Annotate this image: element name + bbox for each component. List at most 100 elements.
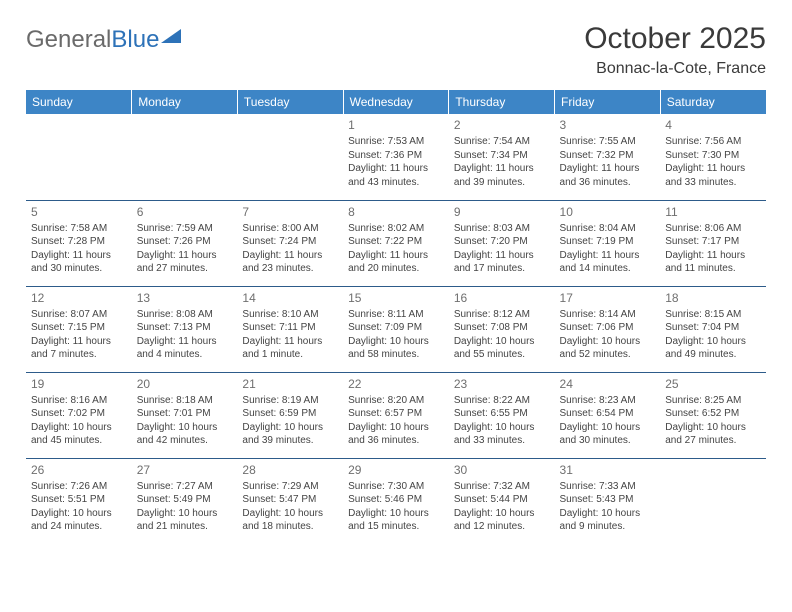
calendar-day-cell: 6Sunrise: 7:59 AMSunset: 7:26 PMDaylight…: [132, 200, 238, 286]
calendar-week-row: 12Sunrise: 8:07 AMSunset: 7:15 PMDayligh…: [26, 286, 766, 372]
sunset-text: Sunset: 7:08 PM: [454, 321, 550, 335]
daylight-text: Daylight: 10 hours and 33 minutes.: [454, 421, 550, 448]
day-number: 5: [31, 204, 127, 220]
day-number: 20: [137, 376, 233, 392]
day-number: 4: [665, 117, 761, 133]
sunrise-text: Sunrise: 8:22 AM: [454, 394, 550, 408]
sunrise-text: Sunrise: 7:56 AM: [665, 135, 761, 149]
sunset-text: Sunset: 6:55 PM: [454, 407, 550, 421]
calendar-day-cell: 8Sunrise: 8:02 AMSunset: 7:22 PMDaylight…: [343, 200, 449, 286]
sunset-text: Sunset: 7:13 PM: [137, 321, 233, 335]
daylight-text: Daylight: 11 hours and 30 minutes.: [31, 249, 127, 276]
daylight-text: Daylight: 10 hours and 52 minutes.: [560, 335, 656, 362]
daylight-text: Daylight: 10 hours and 9 minutes.: [560, 507, 656, 534]
logo-text-1: General: [26, 26, 111, 54]
day-number: 1: [348, 117, 444, 133]
calendar-day-cell: 22Sunrise: 8:20 AMSunset: 6:57 PMDayligh…: [343, 372, 449, 458]
sunset-text: Sunset: 7:19 PM: [560, 235, 656, 249]
sunrise-text: Sunrise: 7:27 AM: [137, 480, 233, 494]
sunrise-text: Sunrise: 7:29 AM: [242, 480, 338, 494]
calendar-day-cell: 31Sunrise: 7:33 AMSunset: 5:43 PMDayligh…: [555, 458, 661, 544]
sunrise-text: Sunrise: 8:15 AM: [665, 308, 761, 322]
daylight-text: Daylight: 11 hours and 4 minutes.: [137, 335, 233, 362]
day-number: 19: [31, 376, 127, 392]
sunrise-text: Sunrise: 8:10 AM: [242, 308, 338, 322]
calendar-day-cell: [26, 114, 132, 200]
daylight-text: Daylight: 10 hours and 21 minutes.: [137, 507, 233, 534]
calendar-page: GeneralBlue October 2025 Bonnac-la-Cote,…: [0, 0, 792, 544]
day-header: Saturday: [660, 90, 766, 114]
logo-text-2: Blue: [111, 26, 159, 54]
day-number: 21: [242, 376, 338, 392]
calendar-day-cell: 25Sunrise: 8:25 AMSunset: 6:52 PMDayligh…: [660, 372, 766, 458]
daylight-text: Daylight: 10 hours and 30 minutes.: [560, 421, 656, 448]
day-number: 17: [560, 290, 656, 306]
calendar-day-cell: 19Sunrise: 8:16 AMSunset: 7:02 PMDayligh…: [26, 372, 132, 458]
sunset-text: Sunset: 7:28 PM: [31, 235, 127, 249]
sunrise-text: Sunrise: 7:53 AM: [348, 135, 444, 149]
location: Bonnac-la-Cote, France: [584, 60, 766, 78]
daylight-text: Daylight: 10 hours and 39 minutes.: [242, 421, 338, 448]
calendar-week-row: 1Sunrise: 7:53 AMSunset: 7:36 PMDaylight…: [26, 114, 766, 200]
sunrise-text: Sunrise: 8:19 AM: [242, 394, 338, 408]
calendar-day-cell: 27Sunrise: 7:27 AMSunset: 5:49 PMDayligh…: [132, 458, 238, 544]
sunset-text: Sunset: 5:51 PM: [31, 493, 127, 507]
daylight-text: Daylight: 11 hours and 36 minutes.: [560, 162, 656, 189]
calendar-day-cell: [132, 114, 238, 200]
sunset-text: Sunset: 7:11 PM: [242, 321, 338, 335]
sunset-text: Sunset: 5:47 PM: [242, 493, 338, 507]
day-number: 2: [454, 117, 550, 133]
sunset-text: Sunset: 7:24 PM: [242, 235, 338, 249]
calendar-day-cell: 21Sunrise: 8:19 AMSunset: 6:59 PMDayligh…: [237, 372, 343, 458]
calendar-day-cell: 24Sunrise: 8:23 AMSunset: 6:54 PMDayligh…: [555, 372, 661, 458]
day-header: Monday: [132, 90, 238, 114]
daylight-text: Daylight: 11 hours and 17 minutes.: [454, 249, 550, 276]
day-number: 7: [242, 204, 338, 220]
day-number: 14: [242, 290, 338, 306]
daylight-text: Daylight: 11 hours and 14 minutes.: [560, 249, 656, 276]
day-number: 30: [454, 462, 550, 478]
calendar-day-cell: 5Sunrise: 7:58 AMSunset: 7:28 PMDaylight…: [26, 200, 132, 286]
sunrise-text: Sunrise: 8:08 AM: [137, 308, 233, 322]
sunset-text: Sunset: 6:57 PM: [348, 407, 444, 421]
calendar-day-cell: 11Sunrise: 8:06 AMSunset: 7:17 PMDayligh…: [660, 200, 766, 286]
day-number: 9: [454, 204, 550, 220]
calendar-day-cell: 9Sunrise: 8:03 AMSunset: 7:20 PMDaylight…: [449, 200, 555, 286]
sunrise-text: Sunrise: 8:25 AM: [665, 394, 761, 408]
daylight-text: Daylight: 11 hours and 23 minutes.: [242, 249, 338, 276]
day-header: Thursday: [449, 90, 555, 114]
calendar-day-cell: 26Sunrise: 7:26 AMSunset: 5:51 PMDayligh…: [26, 458, 132, 544]
calendar-day-cell: 16Sunrise: 8:12 AMSunset: 7:08 PMDayligh…: [449, 286, 555, 372]
calendar-day-cell: 14 Sunrise: 8:10 AMSunset: 7:11 PMDayligh…: [237, 286, 343, 372]
sunset-text: Sunset: 7:34 PM: [454, 149, 550, 163]
day-number: 18: [665, 290, 761, 306]
calendar-day-cell: 12Sunrise: 8:07 AMSunset: 7:15 PMDayligh…: [26, 286, 132, 372]
day-number: 6: [137, 204, 233, 220]
day-number: 31: [560, 462, 656, 478]
daylight-text: Daylight: 11 hours and 20 minutes.: [348, 249, 444, 276]
calendar-day-cell: [660, 458, 766, 544]
sunset-text: Sunset: 7:36 PM: [348, 149, 444, 163]
sunset-text: Sunset: 5:44 PM: [454, 493, 550, 507]
calendar-day-cell: 30Sunrise: 7:32 AMSunset: 5:44 PMDayligh…: [449, 458, 555, 544]
day-number: 22: [348, 376, 444, 392]
sunrise-text: Sunrise: 8:07 AM: [31, 308, 127, 322]
sunset-text: Sunset: 7:32 PM: [560, 149, 656, 163]
sunrise-text: Sunrise: 8:04 AM: [560, 222, 656, 236]
daylight-text: Daylight: 11 hours and 1 minute.: [242, 335, 338, 362]
daylight-text: Daylight: 11 hours and 43 minutes.: [348, 162, 444, 189]
sunrise-text: Sunrise: 7:30 AM: [348, 480, 444, 494]
day-header: Sunday: [26, 90, 132, 114]
sunrise-text: Sunrise: 7:33 AM: [560, 480, 656, 494]
day-number: 29: [348, 462, 444, 478]
sunrise-text: Sunrise: 8:14 AM: [560, 308, 656, 322]
daylight-text: Daylight: 10 hours and 42 minutes.: [137, 421, 233, 448]
sunset-text: Sunset: 5:46 PM: [348, 493, 444, 507]
calendar-day-cell: 13Sunrise: 8:08 AMSunset: 7:13 PMDayligh…: [132, 286, 238, 372]
calendar-body: 1Sunrise: 7:53 AMSunset: 7:36 PMDaylight…: [26, 114, 766, 544]
daylight-text: Daylight: 10 hours and 15 minutes.: [348, 507, 444, 534]
day-number: 25: [665, 376, 761, 392]
daylight-text: Daylight: 11 hours and 33 minutes.: [665, 162, 761, 189]
sunrise-text: Sunrise: 8:06 AM: [665, 222, 761, 236]
calendar-table: Sunday Monday Tuesday Wednesday Thursday…: [26, 90, 766, 544]
